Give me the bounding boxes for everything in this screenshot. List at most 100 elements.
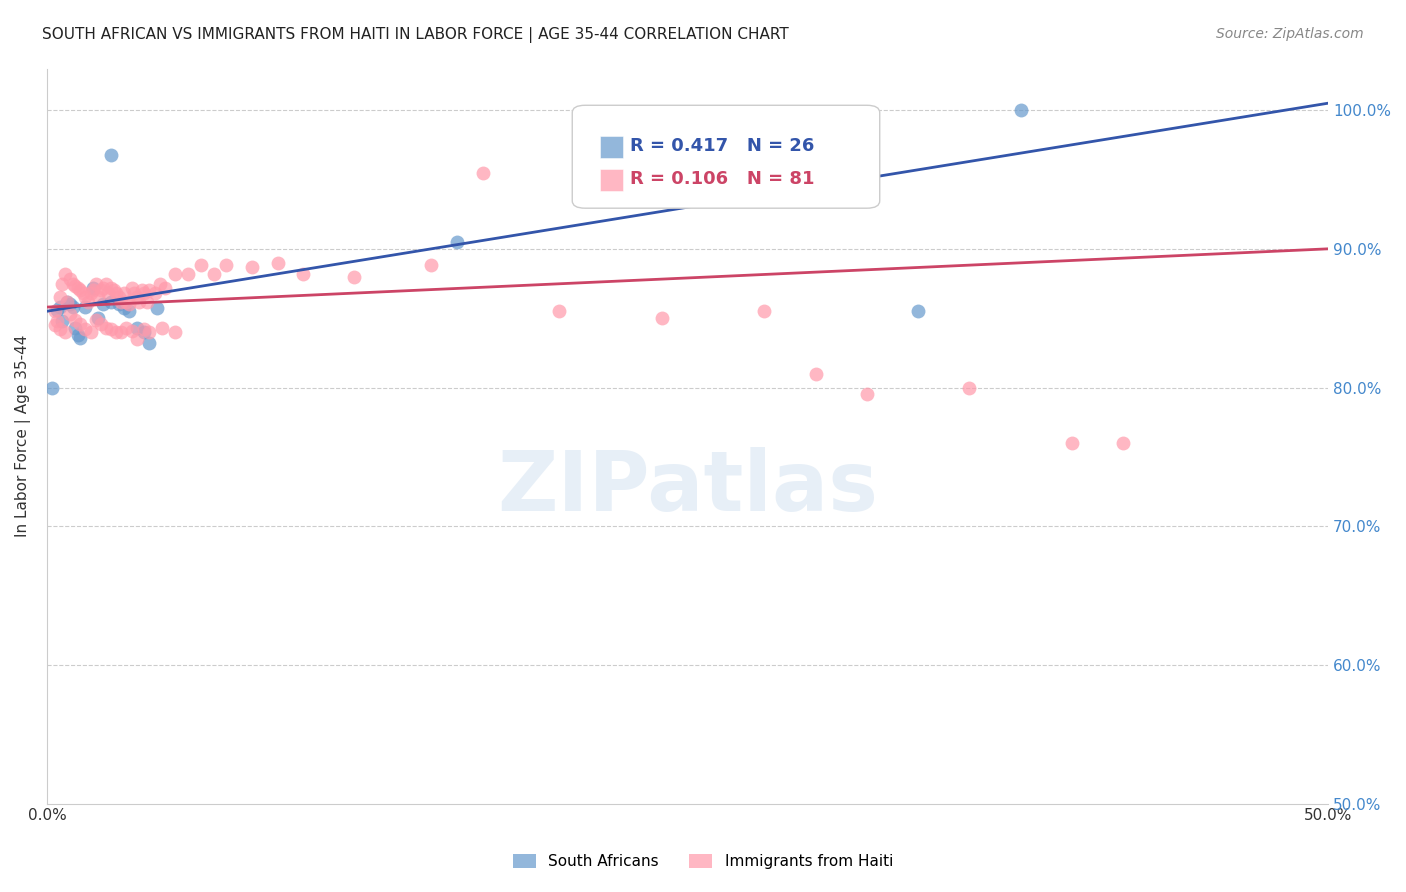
Point [82, 284, 104, 298]
Point [122, 286, 145, 301]
Point [266, 256, 288, 270]
Text: R = 0.417   N = 26: R = 0.417 N = 26 [630, 136, 814, 154]
Point [134, 325, 156, 339]
Point [121, 324, 143, 338]
Point [100, 280, 122, 294]
Point [107, 297, 129, 311]
Point [128, 294, 150, 309]
Point [56, 294, 79, 309]
Text: SOUTH AFRICAN VS IMMIGRANTS FROM HAITI IN LABOR FORCE | AGE 35-44 CORRELATION CH: SOUTH AFRICAN VS IMMIGRANTS FROM HAITI I… [42, 27, 789, 43]
Point [105, 286, 128, 301]
Point [131, 284, 153, 298]
Point [51, 314, 73, 328]
Point [62, 277, 84, 291]
Point [100, 147, 122, 161]
Text: Source: ZipAtlas.com: Source: ZipAtlas.com [1216, 27, 1364, 41]
Point [90, 317, 112, 331]
Point [75, 300, 97, 314]
Point [63, 279, 86, 293]
Point [138, 336, 160, 351]
Point [56, 294, 79, 309]
Point [957, 380, 980, 394]
Point [110, 325, 132, 339]
Point [49, 290, 72, 304]
Point [115, 294, 138, 309]
Point [53, 325, 76, 339]
Point [94, 321, 117, 335]
Point [548, 304, 571, 318]
Point [118, 297, 141, 311]
Point [153, 280, 176, 294]
Text: R = 0.106   N = 81: R = 0.106 N = 81 [630, 169, 814, 188]
Point [165, 267, 187, 281]
Point [134, 286, 156, 301]
Point [135, 294, 157, 309]
Point [75, 290, 97, 304]
FancyBboxPatch shape [600, 169, 623, 191]
Point [125, 290, 148, 304]
Point [121, 280, 143, 294]
Point [94, 277, 117, 291]
Point [1010, 103, 1032, 117]
Point [202, 267, 225, 281]
Point [754, 304, 776, 318]
FancyBboxPatch shape [600, 136, 623, 158]
Point [72, 286, 94, 301]
Point [84, 277, 107, 291]
Point [651, 311, 673, 326]
Point [66, 327, 89, 342]
Point [66, 280, 89, 294]
Text: ZIPatlas: ZIPatlas [498, 447, 879, 528]
Point [69, 330, 91, 344]
Point [46, 314, 69, 328]
Point [49, 300, 72, 314]
Point [115, 321, 138, 335]
FancyBboxPatch shape [572, 105, 880, 208]
Point [69, 284, 91, 298]
Point [125, 332, 148, 346]
Point [118, 304, 141, 318]
Point [446, 235, 468, 249]
Point [75, 322, 97, 336]
Point [87, 290, 110, 304]
Point [150, 321, 173, 335]
Point [63, 321, 86, 335]
Point [292, 267, 315, 281]
Point [177, 267, 200, 281]
Point [143, 286, 166, 301]
Point [41, 380, 63, 394]
Point [62, 300, 84, 314]
Point [215, 259, 238, 273]
Point [69, 317, 91, 331]
Point [1060, 436, 1083, 450]
Point [93, 297, 115, 311]
Y-axis label: In Labor Force | Age 35-44: In Labor Force | Age 35-44 [15, 334, 31, 537]
Point [100, 322, 122, 336]
Point [105, 325, 128, 339]
Point [82, 280, 104, 294]
Point [53, 267, 76, 281]
Point [146, 301, 169, 316]
Point [90, 284, 112, 298]
Legend: South Africans, Immigrants from Haiti: South Africans, Immigrants from Haiti [508, 848, 898, 875]
Point [125, 321, 148, 335]
Point [907, 304, 929, 318]
Point [420, 259, 443, 273]
Point [63, 312, 86, 326]
Point [87, 311, 110, 326]
Point [138, 284, 160, 298]
Point [138, 325, 160, 339]
Point [59, 307, 82, 321]
Point [103, 284, 125, 298]
Point [856, 387, 879, 401]
Point [110, 294, 132, 309]
Point [149, 277, 172, 291]
Point [44, 318, 66, 332]
Point [79, 286, 101, 301]
Point [93, 280, 115, 294]
Point [59, 272, 82, 286]
Point [77, 294, 100, 309]
Point [240, 260, 263, 274]
Point [471, 165, 494, 179]
Point [165, 325, 187, 339]
